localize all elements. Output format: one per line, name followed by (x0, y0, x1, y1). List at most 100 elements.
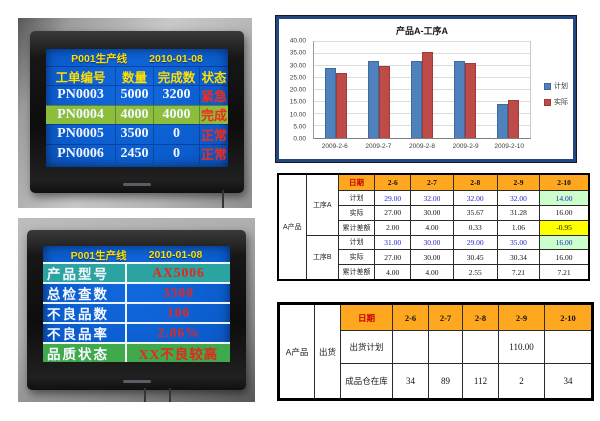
date-cell: 2-10 (539, 173, 590, 192)
date-cell: 2-7 (410, 173, 454, 192)
col-header: 工单编号 (46, 67, 116, 85)
value-cell: 30.00 (410, 249, 454, 266)
value-cell: 7.21 (539, 263, 590, 281)
value-cell: 2 (498, 363, 545, 400)
value-cell: 0.33 (452, 219, 498, 236)
col-header: 数量 (116, 67, 154, 85)
y-tick-label: 30.00 (289, 62, 306, 69)
bar-计划 (454, 61, 466, 138)
value-cell (392, 329, 429, 365)
value-cell: 30.45 (452, 249, 498, 266)
y-tick-label: 0.00 (293, 135, 306, 143)
value-cell: 112 (462, 363, 499, 400)
date-cell: 2-7 (428, 303, 463, 331)
row-value: 3500 (163, 285, 194, 300)
value-cell: 29.00 (452, 234, 498, 251)
quality-row: 不良品率 2.86% (43, 322, 230, 342)
row-value: 100 (166, 305, 191, 320)
col-header: 状态 (201, 70, 227, 85)
x-tick-label: 2009-2-7 (365, 143, 392, 150)
work-order-screen: P001生产线 2010-01-08 工单编号 数量 完成数 状态 PN0003… (46, 49, 228, 167)
legend-label: 计划 (554, 83, 568, 90)
tv-frame: P001生产线 2010-01-08 工单编号 数量 完成数 状态 PN0003… (30, 31, 244, 193)
shipping-table: A产品 出货 日期 2-6 2-7 2-8 2-9 2-10 出货计划 110.… (277, 302, 594, 401)
process-group-cell: 工序A (305, 173, 339, 236)
chart-x-axis: 2009-2-6 2009-2-7 2009-2-8 2009-2-9 2009-2-1… (313, 143, 531, 155)
status-badge: 完成 (200, 108, 227, 124)
order-id: PN0003 (46, 86, 116, 105)
bar-计划 (410, 61, 422, 138)
y-tick-label: 40.00 (289, 37, 306, 45)
gridline (314, 41, 530, 42)
chart-y-axis: 0.00 5.00 10.00 15.00 20.00 25.00 30.00 35.00 40… (279, 37, 309, 143)
y-tick-label: 5.00 (293, 123, 306, 131)
screen-date: 2010-01-08 (149, 52, 203, 65)
value-cell: 27.00 (374, 205, 412, 221)
value-cell: 31.28 (496, 205, 541, 221)
status-badge: 正常 (200, 147, 227, 163)
row-label: 品质状态 (43, 344, 127, 362)
value-cell (462, 329, 499, 365)
bar-实际 (421, 52, 433, 138)
tv-brand-logo (123, 183, 151, 186)
value-cell: 30.00 (410, 234, 454, 251)
bar-实际 (335, 73, 347, 138)
row-value: XX不良较高 (138, 347, 219, 362)
value-cell: 35.67 (452, 205, 498, 221)
value-cell: 7.21 (496, 263, 541, 281)
chart-plot (313, 41, 531, 139)
value-cell: 110.00 (498, 329, 545, 365)
value-cell: 32.00 (410, 190, 454, 207)
value-cell: 34 (392, 363, 429, 400)
bar-group (400, 42, 443, 138)
tv-brand-logo (122, 380, 151, 383)
row-label-cell: 出货计划 (340, 329, 393, 365)
process-table: A产品 工序A 日期 2-6 2-7 2-8 2-9 2-10 计划 29.00… (277, 173, 590, 281)
line-title: P001生产线 (70, 249, 127, 262)
order-id: PN0006 (46, 144, 116, 163)
x-tick-label: 2009-2-8 (408, 143, 435, 150)
work-order-header-row: 工单编号 数量 完成数 状态 (46, 66, 228, 85)
date-cell: 2-8 (462, 303, 499, 331)
order-qty: 2450 (116, 144, 154, 163)
row-label-cell: 成品仓在库 (340, 363, 393, 400)
value-cell: 27.00 (374, 249, 412, 266)
order-done: 3200 (154, 86, 200, 105)
table-row: PN0006 2450 0 正常 (46, 143, 228, 163)
line-title: P001生产线 (71, 53, 128, 65)
y-tick-label: 35.00 (289, 49, 306, 57)
col-header: 完成数 (154, 67, 200, 85)
plan-vs-actual-chart: 产品A-工序A 0.00 5.00 10.00 15.00 20.00 25.00 30.0… (276, 16, 576, 162)
value-cell: 16.00 (539, 234, 590, 251)
row-label: 不良品数 (43, 304, 127, 322)
row-value: AX5006 (152, 265, 205, 280)
date-cell: 2-6 (374, 173, 412, 192)
date-header-cell: 日期 (337, 173, 376, 192)
date-cell: 2-6 (392, 303, 429, 331)
tv-cable (222, 190, 224, 208)
photo-production-monitor: P001生产线 2010-01-08 工单编号 数量 完成数 状态 PN0003… (18, 18, 252, 208)
product-cell: A产品 (277, 173, 307, 281)
order-qty: 3500 (116, 125, 154, 144)
table-row: PN0003 5000 3200 紧急 (46, 85, 228, 105)
value-cell: 35.00 (496, 234, 541, 251)
order-qty: 5000 (116, 86, 154, 105)
quality-screen: P001生产线 2010-01-08 产品型号 AX5006 总检查数 3500… (43, 246, 230, 362)
quality-row: 总检查数 3500 (43, 282, 230, 302)
row-label: 总检查数 (43, 284, 127, 302)
bar-group (444, 42, 487, 138)
value-cell: -0.95 (539, 219, 590, 236)
bar-计划 (497, 104, 509, 138)
photo-quality-monitor: P001生产线 2010-01-08 产品型号 AX5006 总检查数 3500… (18, 218, 255, 402)
value-cell: 14.00 (539, 190, 590, 207)
bar-计划 (367, 61, 379, 138)
value-cell: 4.00 (410, 263, 454, 281)
value-cell: 29.00 (374, 190, 412, 207)
date-header-cell: 日期 (340, 303, 393, 331)
y-tick-label: 15.00 (289, 98, 306, 106)
order-done: 0 (154, 144, 200, 163)
value-cell: 16.00 (539, 205, 590, 221)
bar-group (357, 42, 400, 138)
value-cell: 34 (544, 363, 593, 400)
